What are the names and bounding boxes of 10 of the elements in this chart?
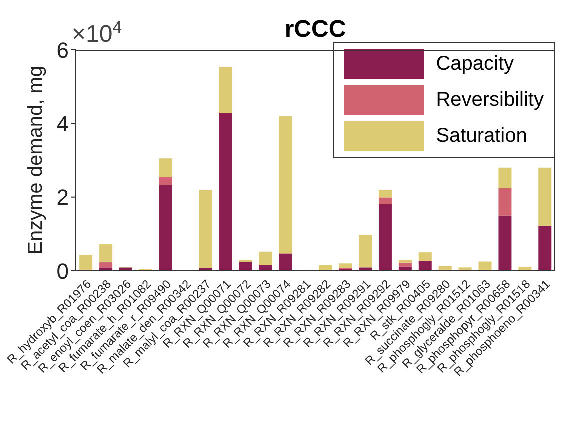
y-axis-title: Enzyme demand, mg: [25, 66, 48, 255]
chart-title: rCCC: [284, 16, 346, 43]
legend-label: Saturation: [436, 124, 528, 148]
y-tick-label: 2: [56, 185, 69, 210]
y-tick-label: 6: [56, 38, 69, 63]
legend-label: Reversibility: [436, 88, 544, 112]
y-tick-label: 0: [56, 258, 69, 284]
legend-label: Capacity: [436, 52, 514, 76]
y-tick-label: 4: [56, 111, 69, 136]
text: ×10$^{4}$: [72, 18, 122, 48]
